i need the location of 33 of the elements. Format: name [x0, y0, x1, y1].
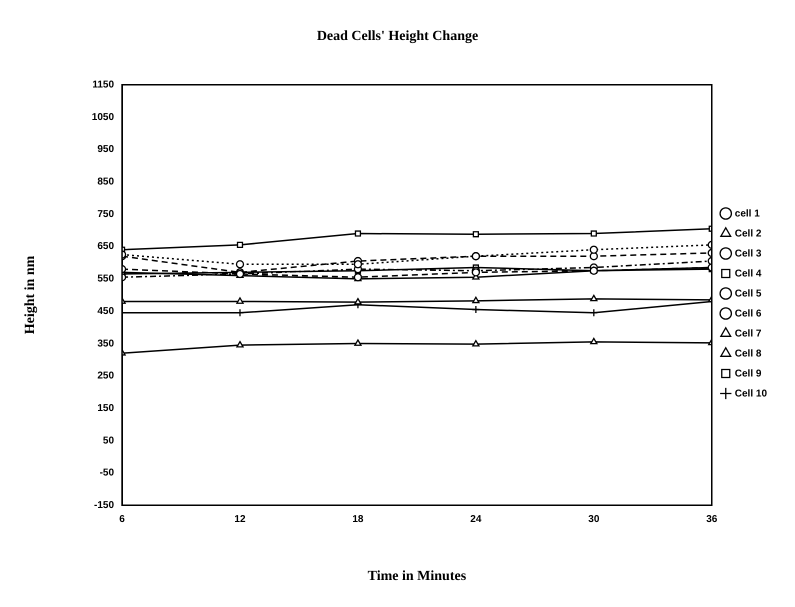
x-tick-label: 12	[234, 514, 246, 525]
y-tick-label: 350	[97, 338, 114, 350]
legend-label: Cell 8	[734, 348, 762, 360]
y-tick-label: 950	[97, 144, 114, 156]
legend-label: Cell 3	[734, 248, 762, 260]
y-tick-label: 450	[97, 306, 114, 317]
legend-label: cell 1	[734, 208, 760, 220]
y-tick-label: 1050	[92, 112, 114, 123]
x-tick-label: 30	[588, 514, 600, 525]
legend-label: Cell 9	[734, 368, 762, 380]
y-tick-label: 750	[97, 208, 114, 220]
y-tick-label: 250	[97, 370, 114, 382]
y-tick-label: 1150	[92, 80, 114, 91]
x-tick-label: 18	[352, 514, 364, 525]
x-tick-label: 36	[706, 514, 718, 525]
y-tick-label: 850	[97, 176, 114, 188]
y-tick-label: 50	[102, 435, 114, 446]
legend-label: Cell 10	[734, 388, 768, 400]
y-tick-label: -150	[94, 500, 114, 511]
legend-label: Cell 6	[734, 308, 762, 320]
x-axis-title: Time in Minutes	[368, 569, 467, 584]
legend-label: Cell 5	[734, 288, 762, 300]
chart-title: Dead Cells' Height Change	[316, 29, 478, 44]
y-axis-title: Height in nm	[23, 255, 38, 334]
x-tick-label: 6	[119, 514, 126, 525]
legend-label: Cell 7	[734, 328, 762, 340]
y-tick-label: 550	[97, 274, 114, 285]
y-tick-label: 650	[97, 241, 114, 252]
x-tick-label: 24	[470, 514, 482, 525]
legend-label: Cell 4	[734, 268, 762, 280]
y-tick-label: 150	[97, 402, 114, 414]
y-tick-label: -50	[100, 468, 114, 479]
legend-label: Cell 2	[734, 228, 762, 240]
